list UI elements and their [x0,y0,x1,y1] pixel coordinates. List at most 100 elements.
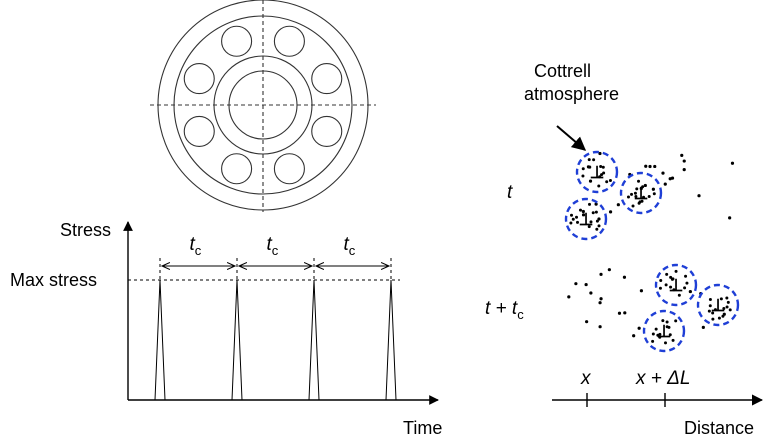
bearing-balls [183,25,343,185]
solute-atom [592,158,596,162]
solute-atom [668,333,672,337]
solute-atom [581,174,585,178]
solute-atom [677,293,681,297]
solute-atom [594,210,598,214]
callout-line-1: Cottrell [534,61,591,81]
solute-atom [639,289,644,293]
solute-atom [589,220,593,224]
solute-atom [672,288,676,292]
solute-atom [707,309,711,313]
solute-atom [665,272,669,276]
solute-atom [651,332,655,336]
solute-atom [599,297,603,301]
bearing-ball [221,153,253,185]
stress-pulse [385,279,397,401]
interval-label: tc [267,234,279,258]
solute-atom [617,311,622,315]
atmosphere-outline [696,283,740,327]
time-axis-label: Time [403,418,442,438]
solute-atom [598,175,602,179]
solute-atom [682,168,686,172]
solute-atom [711,317,715,321]
interval-arrows: tc tc tc [159,234,392,280]
solute-atom [581,213,586,217]
interval-symbol: t [267,234,273,255]
solute-atom [725,305,729,309]
solute-atom [682,159,686,163]
atmosphere-outline [564,197,608,241]
solute-atom [713,308,717,312]
solute-atom [602,171,606,175]
bearing-ball [273,25,305,57]
stress-pulse [231,279,243,401]
solute-atom [671,338,675,342]
dislocation-symbol: ⊥ [669,276,684,295]
solute-atom [717,316,721,320]
solute-atom [586,165,590,169]
atmosphere-outline [619,171,663,215]
solute-atom [651,187,655,191]
bearing-ball [311,115,343,147]
cottrell-atmosphere: ⊥ [696,283,740,327]
solute-atom [598,301,602,305]
solute-atom [721,314,725,318]
solute-atom [648,164,652,169]
solute-atom [600,173,604,177]
solute-atom [665,320,669,324]
solute-atom [597,224,601,228]
solute-atom [653,164,657,169]
solute-atom [578,208,582,212]
solute-atom [664,283,668,287]
solute-atom [671,277,675,281]
solute-atom [642,195,646,199]
solute-atom [575,215,579,219]
solute-atom [599,164,603,168]
cottrell-atmospheres: ⊥ ⊥ ⊥ ⊥ ⊥ ⊥ [564,150,740,353]
bearing-ball [183,63,215,95]
cottrell-atmosphere: ⊥ [654,263,698,307]
tick2-prefix: x + Δ [635,368,680,389]
solute-atom [589,291,593,295]
solute-atom [622,275,627,279]
solute-atom [608,178,612,182]
solute-atom [647,194,651,198]
solute-atom [595,227,599,231]
solute-atom [688,289,692,294]
stress-pulse [154,279,166,401]
interval-symbol: t [190,234,196,255]
solute-atom [669,275,673,279]
dislocation-symbol: ⊥ [590,163,605,182]
solute-atom [674,269,678,273]
bearing-ball [273,153,305,185]
solute-atom [669,285,673,289]
dislocation-symbol: ⊥ [579,210,594,229]
solute-atom [633,191,637,195]
solute-atom [626,195,630,199]
dislocation-symbol: ⊥ [711,296,726,315]
solute-atom [616,203,620,207]
solute-atom [637,179,641,183]
stress-axis-label: Stress [60,220,111,240]
solute-atom [711,311,715,315]
solute-atom [597,184,601,188]
stress-plot: Stress Max stress Time tc tc tc [10,220,442,438]
solute-atom [581,209,585,214]
solute-atom [725,296,729,300]
bearing-ball [183,115,215,147]
solute-atom [663,341,667,345]
solute-atom [651,339,655,343]
solute-atom [581,167,585,171]
solute-atom [587,158,591,162]
solute-atom [595,219,599,223]
solute-atom [641,185,645,189]
bearing-ball [221,25,253,57]
dislocation-symbol: ⊥ [657,322,672,341]
solute-atom [680,153,684,157]
stress-pulse [308,279,320,401]
cottrell-atmosphere: ⊥ [619,171,663,215]
interval-subscript: c [195,243,202,258]
solute-atom [634,195,638,199]
solute-atom [597,217,601,221]
solute-atom [567,295,571,299]
solute-atom [637,326,641,330]
